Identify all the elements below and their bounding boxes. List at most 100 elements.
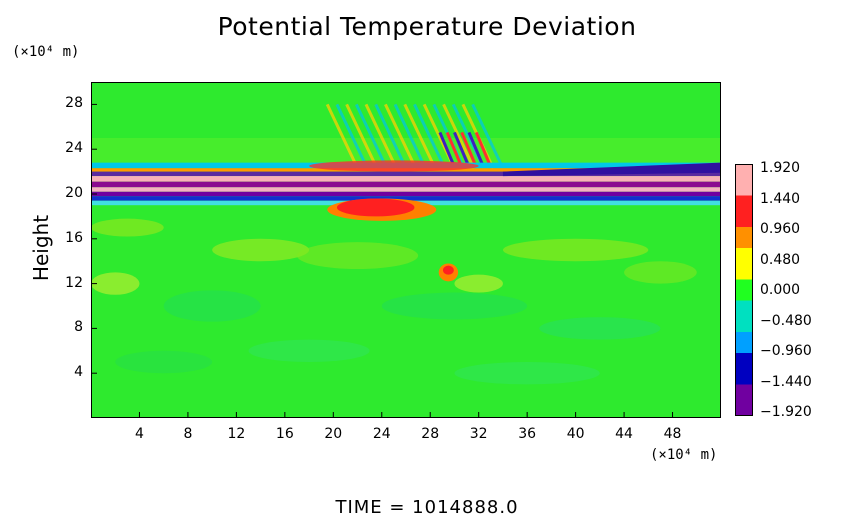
colorbar-segment <box>735 374 753 385</box>
x-tick-label: 20 <box>324 426 343 442</box>
wave-stripe <box>345 103 379 169</box>
y-tick-label: 12 <box>65 274 83 291</box>
colorbar-segment <box>735 405 753 416</box>
colorbar <box>735 164 753 416</box>
field-patch <box>454 362 600 385</box>
colorbar-segment <box>735 248 753 259</box>
x-tick-label: 48 <box>663 426 682 442</box>
x-tick-label: 40 <box>566 426 585 442</box>
wave-stripe-strong <box>445 131 464 168</box>
y-axis-label: Height <box>29 214 53 282</box>
colorbar-segment <box>735 206 753 217</box>
x-tick-label: 16 <box>275 426 294 442</box>
band-layer <box>91 196 721 201</box>
band-layer <box>91 176 721 182</box>
field-patch <box>163 290 261 322</box>
wave-stripe-strong <box>460 131 478 168</box>
y-tick-label: 4 <box>74 364 83 381</box>
wave-stripe <box>393 103 427 169</box>
colorbar-segment <box>735 195 753 207</box>
colorbar-segment <box>735 342 753 354</box>
colorbar-label: 0.960 <box>760 221 801 237</box>
x-tick-label: 36 <box>518 426 537 442</box>
colorbar-label: 1.440 <box>760 190 801 207</box>
plot-frame <box>91 82 721 418</box>
chart-title: Potential Temperature Deviation <box>217 12 637 41</box>
field-patch <box>296 242 419 270</box>
colorbar-segment <box>735 363 753 375</box>
colorbar-segment <box>735 185 753 196</box>
wave-stripe <box>335 103 369 169</box>
field-patch <box>454 274 503 293</box>
x-tick-label: 8 <box>183 426 193 442</box>
heatmap-plot <box>91 82 721 418</box>
wave-stripe-strong <box>474 131 493 168</box>
x-tick-label: 12 <box>227 426 246 442</box>
colorbar-segment <box>735 395 753 406</box>
colorbar-segment <box>735 227 753 238</box>
field-patch <box>502 238 649 262</box>
y-tick-label: 16 <box>65 229 83 246</box>
wave-stripe <box>374 103 408 169</box>
colorbar-label: 0.480 <box>760 251 801 268</box>
band-layer <box>91 191 721 197</box>
x-tick-label: 4 <box>134 426 144 442</box>
colorbar-segment <box>735 174 753 186</box>
colorbar-label: 1.920 <box>760 160 801 176</box>
y-tick-label: 20 <box>65 185 83 201</box>
field-patch <box>115 350 213 374</box>
colorbar-segment <box>735 384 753 396</box>
wave-stripe <box>403 103 437 169</box>
band-layer <box>91 187 721 192</box>
wave-stripe <box>471 103 505 169</box>
x-tick-label: 28 <box>421 426 440 442</box>
band-layer <box>91 181 721 188</box>
x-axis-units: (×10⁴ m) <box>650 447 718 463</box>
colorbar-frame <box>735 164 753 416</box>
colorbar-segment <box>735 311 753 322</box>
band-layer <box>91 171 721 177</box>
wave-stripe <box>442 103 476 169</box>
colorbar-segment <box>735 269 753 280</box>
y-axis-units: (×10⁴ m) <box>12 44 80 60</box>
wave-stripe <box>354 103 388 169</box>
colorbar-segment <box>735 332 753 343</box>
colorbar-segment <box>735 300 753 312</box>
field-patch <box>91 272 140 295</box>
colorbar-segment <box>735 258 753 270</box>
warm-region-inner <box>336 198 415 217</box>
colorbar-segment <box>735 237 753 249</box>
colorbar-segment <box>735 279 753 291</box>
wave-stripe-strong <box>438 131 456 168</box>
wave-stripe <box>325 103 359 169</box>
colorbar-segment <box>735 321 753 333</box>
field-patch <box>624 261 697 284</box>
colorbar-segment <box>735 290 753 301</box>
y-tick-label: 8 <box>74 319 83 336</box>
wave-stripe-strong <box>453 131 471 168</box>
wave-stripe <box>384 103 418 169</box>
colorbar-segment <box>735 216 753 228</box>
x-tick-label: 32 <box>469 426 488 442</box>
field-patch <box>539 317 661 340</box>
x-tick-label: 44 <box>615 426 633 442</box>
wave-stripe-strong <box>467 131 485 168</box>
wave-stripe <box>364 103 398 169</box>
field-patch <box>248 339 370 362</box>
colorbar-label: −0.480 <box>760 312 812 329</box>
warm-region-upper <box>309 160 479 172</box>
colorbar-label: −1.440 <box>760 373 812 390</box>
band-tilt <box>502 162 721 177</box>
colorbar-label: 0.000 <box>760 282 801 298</box>
colorbar-label: −0.960 <box>760 343 812 359</box>
colorbar-label: −1.920 <box>760 404 812 420</box>
wave-stripe <box>413 103 447 169</box>
y-tick-label: 24 <box>65 140 83 157</box>
field-patch <box>381 292 528 320</box>
warm-anomaly-inner <box>442 265 454 275</box>
y-tick-label: 28 <box>65 95 83 112</box>
x-tick-label: 24 <box>372 426 391 442</box>
colorbar-segment <box>735 164 753 175</box>
colorbar-segment <box>735 353 753 364</box>
field-patch <box>212 238 310 262</box>
